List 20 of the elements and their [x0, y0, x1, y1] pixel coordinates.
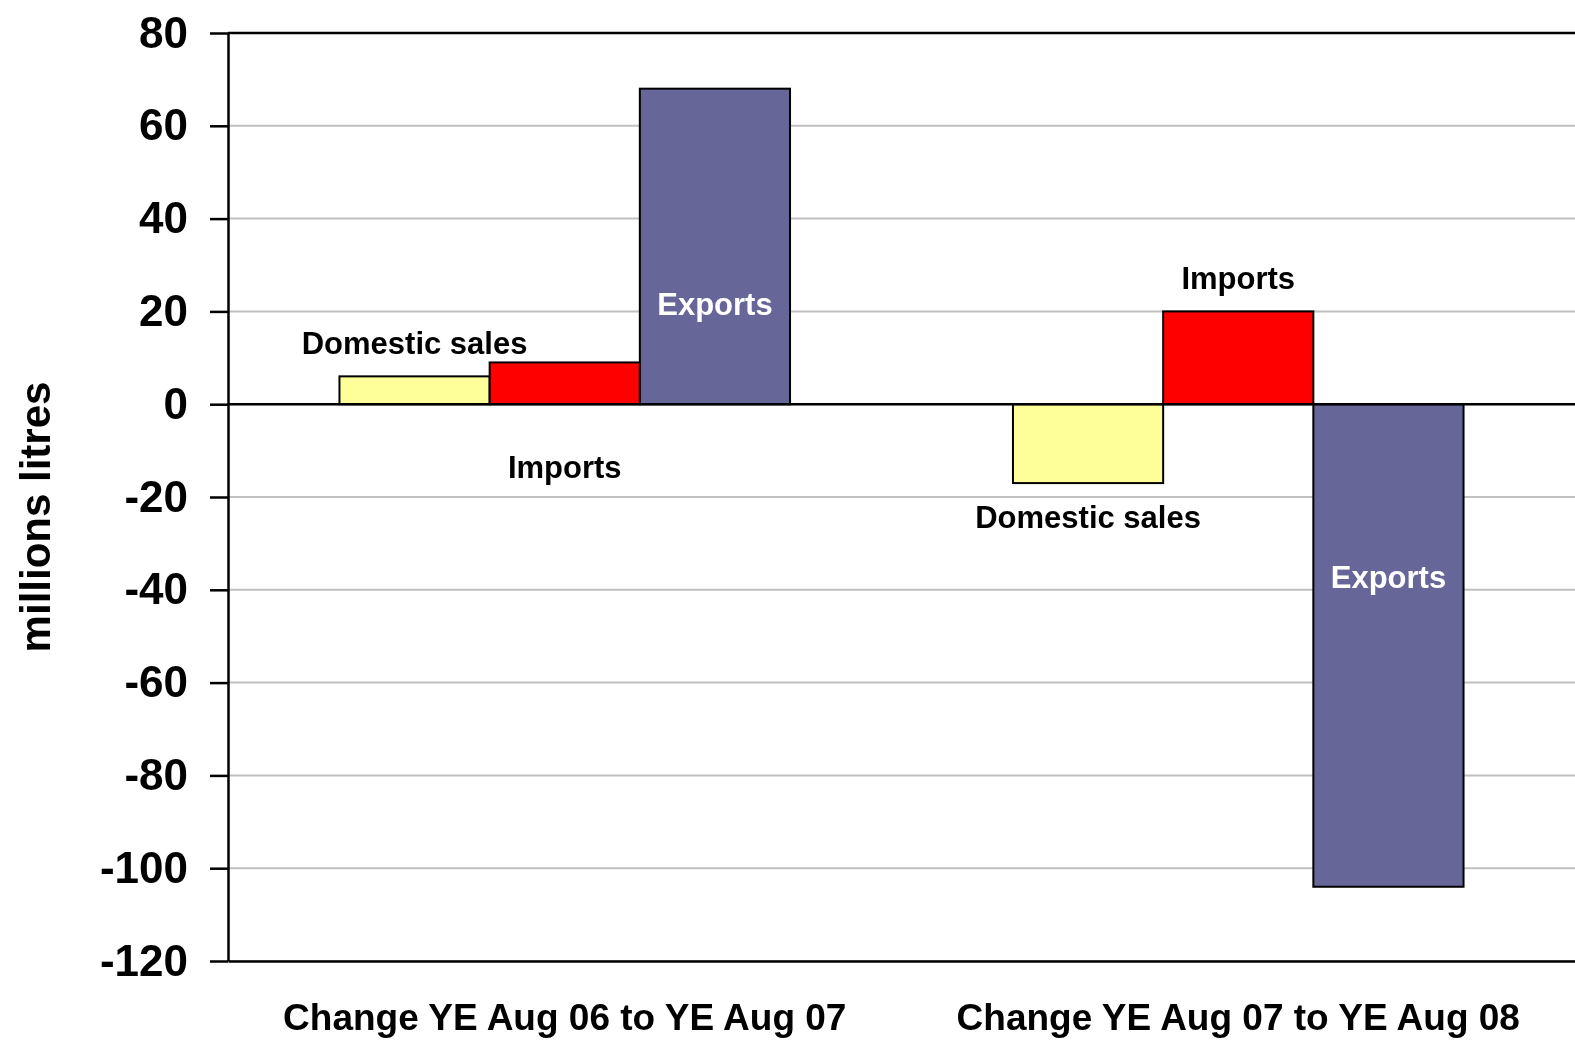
text: Imports [507, 450, 622, 486]
y-tick-label: 0 [163, 378, 188, 428]
series-label: Imports [1181, 261, 1296, 297]
y-tick-label: -20 [124, 471, 188, 521]
y-tick-label: 60 [139, 100, 188, 150]
text: Domestic sales [975, 500, 1201, 536]
y-axis-title: millions litres [12, 381, 59, 653]
y-tick-label: 40 [139, 193, 188, 243]
series-label: Exports [657, 287, 773, 323]
series-label: Domestic sales [301, 326, 528, 362]
y-tick-label: -60 [124, 657, 188, 707]
y-tick-label: -80 [124, 749, 188, 799]
y-tick-label: -120 [99, 935, 188, 985]
y-tick-label: 20 [139, 285, 188, 335]
text: Exports [1330, 560, 1447, 596]
y-tick-label: -40 [124, 564, 188, 614]
y-tick-label: -100 [99, 842, 188, 892]
x-tick-label: Change YE Aug 07 to YE Aug 08 [956, 997, 1520, 1039]
y-tick-label: 80 [139, 7, 188, 57]
x-tick-label: Change YE Aug 06 to YE Aug 07 [283, 997, 847, 1039]
